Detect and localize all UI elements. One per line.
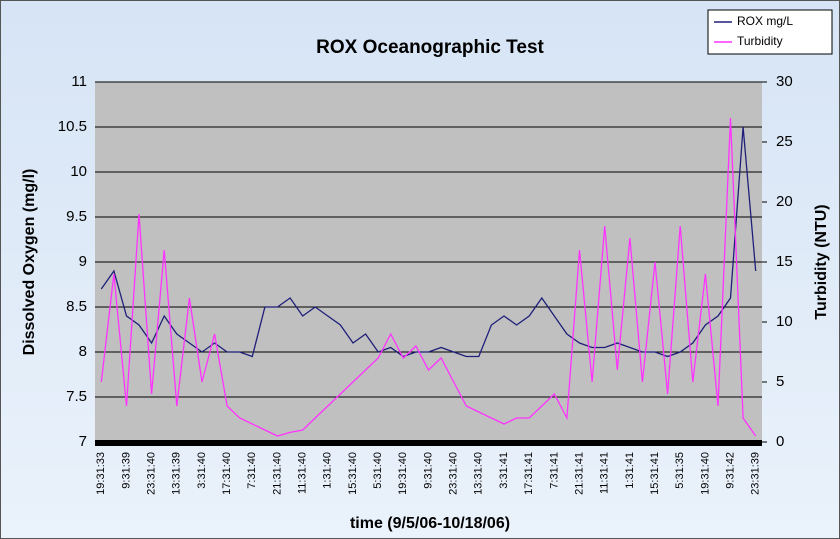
x-tick-label: 5:31:40 xyxy=(372,452,384,489)
x-tick-label: 23:31:40 xyxy=(146,452,158,495)
y2-tick-label: 5 xyxy=(776,373,784,390)
x-tick-label: 9:31:39 xyxy=(120,452,132,489)
x-tick-label: 9:31:42 xyxy=(724,452,736,489)
y-tick-label: 9.5 xyxy=(66,208,87,225)
x-tick-label: 23:31:39 xyxy=(750,452,762,495)
x-tick-label: 1:31:40 xyxy=(322,452,334,489)
x-tick-label: 1:31:41 xyxy=(624,452,636,489)
x-tick-label: 23:31:40 xyxy=(448,452,460,495)
y-tick-label: 8 xyxy=(79,343,87,360)
x-tick-label: 3:31:41 xyxy=(498,452,510,489)
y2-tick-label: 30 xyxy=(776,73,793,90)
x-tick-label: 9:31:40 xyxy=(422,452,434,489)
legend xyxy=(707,9,833,55)
y2-tick-label: 20 xyxy=(776,193,793,210)
x-axis-bar xyxy=(95,440,762,446)
legend-label: ROX mg/L xyxy=(737,14,793,28)
y2-tick-label: 15 xyxy=(776,253,793,270)
y2-axis-label: Turbidity (NTU) xyxy=(813,204,830,319)
y-tick-label: 10 xyxy=(70,163,87,180)
x-axis-label: time (9/5/06-10/18/06) xyxy=(350,515,510,532)
y2-tick-label: 10 xyxy=(776,313,793,330)
x-tick-label: 19:31:40 xyxy=(397,452,409,495)
x-tick-label: 19:31:33 xyxy=(95,452,107,495)
x-tick-label: 21:31:41 xyxy=(573,452,585,495)
x-tick-label: 11:31:40 xyxy=(297,452,309,494)
x-tick-label: 7:31:40 xyxy=(246,452,258,489)
y-tick-label: 8.5 xyxy=(66,298,87,315)
x-tick-label: 7:31:41 xyxy=(548,452,560,489)
y-axis-label: Dissolved Oxygen (mg/l) xyxy=(21,169,38,356)
x-tick-label: 13:31:39 xyxy=(171,452,183,495)
x-tick-label: 17:31:40 xyxy=(221,452,233,495)
y-tick-label: 10.5 xyxy=(58,118,87,135)
series-line xyxy=(100,126,757,358)
y-tick-label: 9 xyxy=(79,253,87,270)
x-tick-label: 19:31:40 xyxy=(699,452,711,495)
chart-title: ROX Oceanographic Test xyxy=(316,37,544,58)
x-tick-label: 3:31:40 xyxy=(196,452,208,489)
y2-tick-label: 25 xyxy=(776,133,793,150)
x-tick-label: 15:31:40 xyxy=(347,452,359,495)
x-tick-label: 11:31:41 xyxy=(599,452,611,494)
y-tick-label: 7 xyxy=(79,433,87,450)
legend-label: Turbidity xyxy=(737,34,783,48)
y-tick-label: 11 xyxy=(71,73,87,90)
x-tick-label: 15:31:41 xyxy=(649,452,661,495)
y2-tick-label: 0 xyxy=(776,433,784,450)
x-tick-label: 21:31:40 xyxy=(271,452,283,495)
series-line xyxy=(100,117,757,437)
x-tick-label: 13:31:40 xyxy=(473,452,485,495)
y-tick-label: 7.5 xyxy=(66,388,87,405)
x-tick-label: 5:31:35 xyxy=(674,452,686,489)
x-tick-label: 17:31:41 xyxy=(523,452,535,495)
